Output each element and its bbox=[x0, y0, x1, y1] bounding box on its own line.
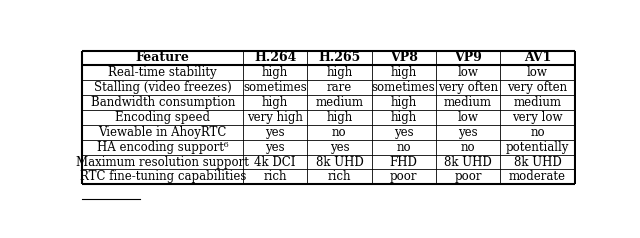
Text: no: no bbox=[396, 141, 411, 154]
Text: potentially: potentially bbox=[506, 141, 569, 154]
Text: sometimes: sometimes bbox=[243, 81, 307, 94]
Text: Stalling (video freezes): Stalling (video freezes) bbox=[94, 81, 232, 94]
Text: rich: rich bbox=[328, 170, 351, 183]
Text: very low: very low bbox=[512, 111, 563, 124]
Text: yes: yes bbox=[394, 126, 413, 139]
Text: VP8: VP8 bbox=[390, 51, 418, 64]
Text: poor: poor bbox=[390, 170, 417, 183]
Text: Feature: Feature bbox=[136, 51, 189, 64]
Text: H.264: H.264 bbox=[254, 51, 296, 64]
Text: high: high bbox=[262, 96, 289, 109]
Text: RTC fine-tuning capabilities: RTC fine-tuning capabilities bbox=[79, 170, 246, 183]
Text: Bandwidth consumption: Bandwidth consumption bbox=[91, 96, 235, 109]
Text: yes: yes bbox=[330, 141, 349, 154]
Text: Encoding speed: Encoding speed bbox=[115, 111, 211, 124]
Text: low: low bbox=[458, 111, 478, 124]
Text: high: high bbox=[326, 111, 353, 124]
Text: moderate: moderate bbox=[509, 170, 566, 183]
Text: no: no bbox=[530, 126, 545, 139]
Text: Viewable in AhoyRTC: Viewable in AhoyRTC bbox=[99, 126, 227, 139]
Text: very high: very high bbox=[247, 111, 303, 124]
Text: FHD: FHD bbox=[390, 156, 418, 169]
Text: very often: very often bbox=[438, 81, 498, 94]
Text: high: high bbox=[390, 66, 417, 79]
Text: yes: yes bbox=[458, 126, 477, 139]
Text: rich: rich bbox=[264, 170, 287, 183]
Text: medium: medium bbox=[444, 96, 492, 109]
Text: 8k UHD: 8k UHD bbox=[316, 156, 364, 169]
Text: low: low bbox=[458, 66, 478, 79]
Text: medium: medium bbox=[513, 96, 561, 109]
Text: very often: very often bbox=[508, 81, 568, 94]
Text: high: high bbox=[390, 96, 417, 109]
Text: yes: yes bbox=[266, 126, 285, 139]
Text: high: high bbox=[262, 66, 289, 79]
Text: AV1: AV1 bbox=[524, 51, 551, 64]
Text: 4k DCI: 4k DCI bbox=[255, 156, 296, 169]
Text: VP9: VP9 bbox=[454, 51, 482, 64]
Text: low: low bbox=[527, 66, 548, 79]
Text: rare: rare bbox=[327, 81, 352, 94]
Text: yes: yes bbox=[266, 141, 285, 154]
Text: 8k UHD: 8k UHD bbox=[514, 156, 561, 169]
Text: high: high bbox=[326, 66, 353, 79]
Text: Real-time stability: Real-time stability bbox=[108, 66, 217, 79]
Text: medium: medium bbox=[316, 96, 364, 109]
Text: H.265: H.265 bbox=[318, 51, 360, 64]
Text: 8k UHD: 8k UHD bbox=[444, 156, 492, 169]
Text: HA encoding support⁶: HA encoding support⁶ bbox=[97, 141, 228, 154]
Text: no: no bbox=[461, 141, 476, 154]
Text: poor: poor bbox=[454, 170, 482, 183]
Text: high: high bbox=[390, 111, 417, 124]
Text: sometimes: sometimes bbox=[372, 81, 436, 94]
Text: Maximum resolution support: Maximum resolution support bbox=[76, 156, 249, 169]
Text: no: no bbox=[332, 126, 347, 139]
